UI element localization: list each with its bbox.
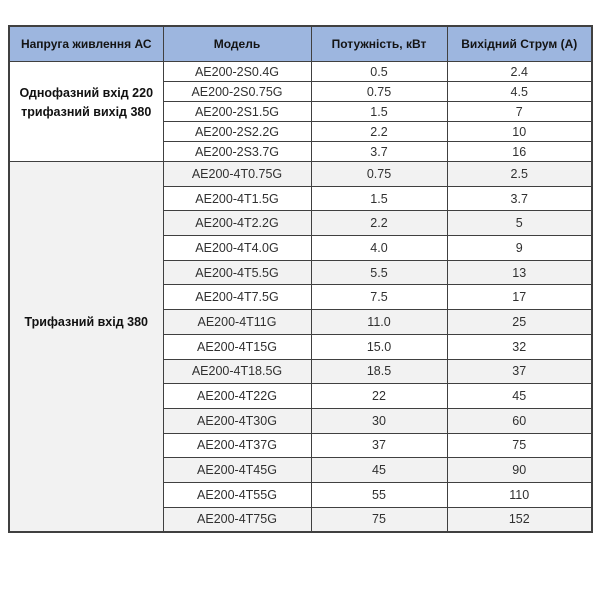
table-row: AE200-4T75G 75 152: [9, 506, 593, 533]
power-cell: 4.0: [310, 235, 448, 261]
table-header: Напруга живлення АС Модель Потужність, кВт…: [8, 25, 593, 62]
power-cell: 0.75: [310, 81, 448, 102]
power-cell: 1.5: [310, 101, 448, 122]
current-cell: 45: [446, 383, 593, 409]
power-cell: 3.7: [310, 141, 448, 162]
model-cell: AE200-4T30G: [162, 407, 312, 434]
current-cell: 10: [446, 121, 593, 142]
table-row: AE200-4T30G 30 60: [9, 407, 593, 434]
table-row: AE200-4T15G 15.0 32: [9, 333, 593, 360]
power-cell: 2.2: [310, 121, 448, 142]
table-row: AE200-4T18.5G 18.5 37: [9, 358, 593, 385]
column-header: Напруга живлення АС: [8, 25, 164, 62]
power-cell: 30: [310, 407, 448, 434]
table-body: Однофазний вхід 220 трифазний вихід 380 AE…: [8, 61, 593, 533]
column-header: Потужність, кВт: [310, 25, 448, 62]
column-header: Модель: [162, 25, 312, 62]
table-row: AE200-4T4.0G 4.0 9: [9, 235, 593, 261]
table-row: Однофазний вхід 220 трифазний вихід 380 AE…: [8, 61, 593, 162]
model-cell: AE200-4T18.5G: [162, 358, 312, 385]
model-cell: AE200-4T1.5G: [162, 185, 312, 212]
current-cell: 5: [446, 210, 593, 237]
power-cell: 1.5: [310, 185, 448, 212]
model-cell: AE200-4T2.2G: [162, 210, 312, 237]
table-header-row: Напруга живлення АС Модель Потужність, кВт…: [8, 25, 593, 62]
model-cell: AE200-2S0.75G: [162, 81, 312, 102]
column-header: Вихідний Струм (А): [446, 25, 593, 62]
supply-group-label: Трифазний вхід 380: [8, 161, 164, 533]
table-row: AE200-4T55G 55 110: [9, 481, 593, 508]
model-cell: AE200-4T45G: [162, 457, 312, 483]
power-cell: 2.2: [310, 210, 448, 237]
model-cell: AE200-2S1.5G: [162, 101, 312, 122]
model-cell: AE200-4T7.5G: [162, 284, 312, 311]
current-cell: 2.5: [446, 161, 593, 187]
power-cell: 37: [310, 432, 448, 459]
model-cell: AE200-2S2.2G: [162, 121, 312, 142]
table-row: AE200-2S3.7G 3.7 16: [9, 141, 593, 162]
model-cell: AE200-4T37G: [162, 432, 312, 459]
table-row: AE200-4T7.5G 7.5 17: [9, 284, 593, 311]
table-row: AE200-2S0.75G 0.75 4.5: [9, 81, 593, 102]
table-row: AE200-2S1.5G 1.5 7: [9, 101, 593, 122]
current-cell: 152: [446, 506, 593, 533]
power-cell: 55: [310, 481, 448, 508]
power-cell: 22: [310, 383, 448, 409]
current-cell: 17: [446, 284, 593, 311]
current-cell: 16: [446, 141, 593, 162]
supply-group-label-line: Однофазний вхід 220: [19, 86, 154, 101]
supply-group-label-line: Трифазний вхід 380: [24, 314, 149, 329]
model-cell: AE200-4T11G: [162, 309, 312, 335]
power-cell: 0.5: [310, 61, 448, 82]
model-cell: AE200-4T55G: [162, 481, 312, 508]
model-cell: AE200-4T0.75G: [162, 161, 312, 187]
power-cell: 0.75: [310, 161, 448, 187]
power-cell: 45: [310, 457, 448, 483]
table-row: AE200-4T22G 22 45: [9, 383, 593, 409]
current-cell: 3.7: [446, 185, 593, 212]
power-cell: 5.5: [310, 259, 448, 286]
current-cell: 2.4: [446, 61, 593, 82]
current-cell: 37: [446, 358, 593, 385]
table-row: Трифазний вхід 380 AE200-4T0.75G 0.75 2.5: [8, 161, 593, 533]
current-cell: 60: [446, 407, 593, 434]
inverter-spec-table: Напруга живлення АС Модель Потужність, кВт…: [8, 25, 593, 534]
current-cell: 4.5: [446, 81, 593, 102]
power-cell: 15.0: [310, 333, 448, 360]
current-cell: 9: [446, 235, 593, 261]
model-cell: AE200-2S0.4G: [162, 61, 312, 82]
table-row: AE200-4T11G 11.0 25: [9, 309, 593, 335]
power-cell: 75: [310, 506, 448, 533]
power-cell: 18.5: [310, 358, 448, 385]
model-cell: AE200-4T75G: [162, 506, 312, 533]
table-row: AE200-4T5.5G 5.5 13: [9, 259, 593, 286]
model-cell: AE200-4T22G: [162, 383, 312, 409]
current-cell: 110: [446, 481, 593, 508]
power-cell: 11.0: [310, 309, 448, 335]
power-cell: 7.5: [310, 284, 448, 311]
current-cell: 7: [446, 101, 593, 122]
table-row: AE200-4T37G 37 75: [9, 432, 593, 459]
table-row: AE200-2S2.2G 2.2 10: [9, 121, 593, 142]
model-cell: AE200-4T5.5G: [162, 259, 312, 286]
model-cell: AE200-2S3.7G: [162, 141, 312, 162]
current-cell: 13: [446, 259, 593, 286]
supply-group-label-line: трифазний вихід 380: [21, 104, 152, 119]
current-cell: 25: [446, 309, 593, 335]
model-cell: AE200-4T4.0G: [162, 235, 312, 261]
current-cell: 75: [446, 432, 593, 459]
model-cell: AE200-4T15G: [162, 333, 312, 360]
current-cell: 32: [446, 333, 593, 360]
supply-group-label: Однофазний вхід 220 трифазний вихід 380: [8, 61, 164, 162]
current-cell: 90: [446, 457, 593, 483]
